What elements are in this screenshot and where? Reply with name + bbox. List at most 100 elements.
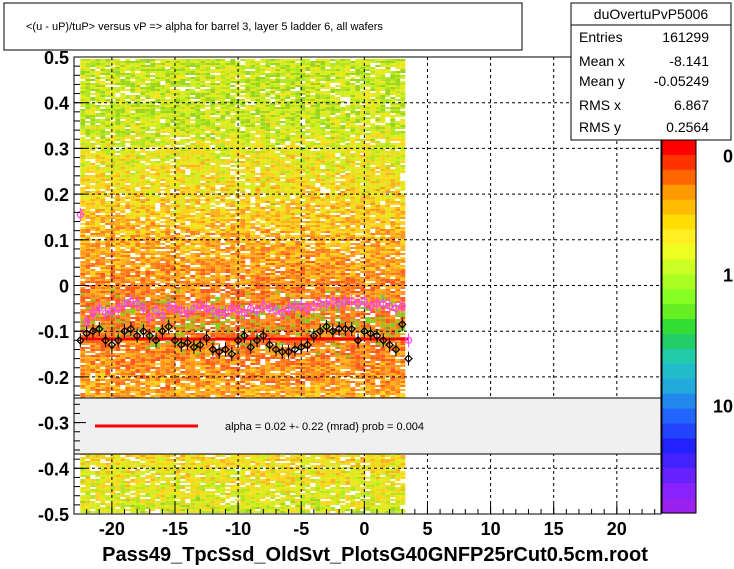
density-cell	[120, 165, 126, 167]
density-cell	[105, 131, 111, 133]
density-cell	[110, 189, 116, 191]
density-cell	[190, 307, 196, 309]
density-cell	[190, 191, 196, 193]
density-cell	[110, 177, 116, 179]
density-cell	[165, 265, 171, 267]
density-cell	[90, 319, 96, 321]
density-cell	[145, 329, 151, 331]
density-cell	[170, 511, 176, 513]
density-cell	[165, 85, 171, 87]
density-cell	[135, 279, 141, 281]
density-cell	[125, 345, 131, 347]
density-cell	[180, 201, 186, 203]
density-cell	[95, 211, 101, 213]
density-cell	[140, 491, 146, 493]
density-cell	[185, 113, 191, 115]
density-cell	[90, 251, 96, 253]
density-cell	[105, 325, 111, 327]
density-cell	[145, 273, 151, 275]
density-cell	[140, 259, 146, 261]
density-cell	[190, 325, 196, 327]
density-cell	[95, 265, 101, 267]
density-cell	[150, 61, 156, 63]
density-cell	[115, 327, 121, 329]
density-cell	[180, 271, 186, 273]
density-cell	[135, 325, 141, 327]
density-cell	[190, 479, 196, 481]
density-cell	[180, 135, 186, 137]
density-cell	[110, 329, 116, 331]
density-cell	[115, 97, 121, 99]
density-cell	[165, 73, 171, 75]
density-cell	[130, 275, 136, 277]
density-cell	[200, 351, 206, 353]
density-cell	[165, 277, 171, 279]
density-cell	[155, 267, 161, 269]
density-cell	[185, 123, 191, 125]
density-cell	[175, 109, 181, 111]
density-cell	[175, 343, 181, 345]
density-cell	[150, 223, 156, 225]
density-cell	[200, 71, 206, 73]
density-cell	[120, 211, 126, 213]
density-cell	[125, 193, 131, 195]
density-cell	[160, 497, 166, 499]
density-cell	[105, 265, 111, 267]
density-cell	[155, 371, 161, 373]
density-cell	[90, 145, 96, 147]
density-cell	[100, 183, 106, 185]
density-cell	[105, 209, 111, 211]
density-cell	[170, 319, 176, 321]
density-cell	[90, 387, 96, 389]
density-cell	[100, 127, 106, 129]
density-cell	[160, 69, 166, 71]
density-cell	[110, 345, 116, 347]
density-cell	[115, 261, 121, 263]
density-cell	[170, 505, 176, 507]
density-cell	[165, 225, 171, 227]
density-cell	[90, 139, 96, 141]
density-cell	[155, 311, 161, 313]
density-cell	[200, 165, 206, 167]
density-cell	[160, 483, 166, 485]
density-cell	[105, 395, 111, 397]
density-cell	[145, 257, 151, 259]
density-cell	[180, 485, 186, 487]
density-cell	[170, 69, 176, 71]
density-cell	[105, 305, 111, 307]
density-cell	[130, 283, 136, 285]
density-cell	[150, 459, 156, 461]
density-cell	[80, 73, 86, 75]
density-cell	[195, 485, 201, 487]
density-cell	[140, 495, 146, 497]
density-cell	[80, 97, 86, 99]
density-cell	[150, 195, 156, 197]
density-cell	[95, 277, 101, 279]
density-cell	[200, 59, 206, 61]
density-cell	[95, 153, 101, 155]
density-cell	[105, 391, 111, 393]
density-cell	[180, 309, 186, 311]
density-cell	[80, 237, 86, 239]
density-cell	[200, 149, 206, 151]
density-cell	[110, 79, 116, 81]
density-cell	[100, 485, 106, 487]
density-cell	[135, 267, 141, 269]
density-cell	[100, 497, 106, 499]
density-cell	[180, 61, 186, 63]
density-cell	[180, 459, 186, 461]
density-cell	[145, 151, 151, 153]
density-cell	[120, 355, 126, 357]
density-cell	[105, 119, 111, 121]
density-cell	[90, 203, 96, 205]
density-cell	[165, 391, 171, 393]
density-cell	[185, 465, 191, 467]
density-cell	[85, 237, 91, 239]
density-cell	[165, 89, 171, 91]
density-cell	[170, 75, 176, 77]
density-cell	[190, 285, 196, 287]
density-cell	[155, 181, 161, 183]
density-cell	[115, 195, 121, 197]
density-cell	[115, 357, 121, 359]
density-cell	[105, 293, 111, 295]
